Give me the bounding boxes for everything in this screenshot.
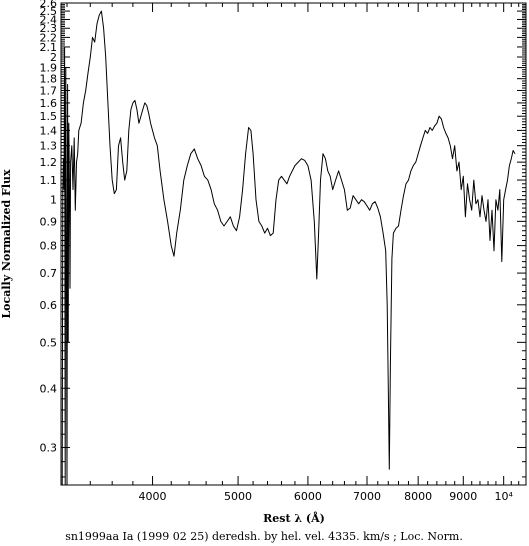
y-tick-label: 0.6 bbox=[40, 299, 58, 312]
y-tick-label: 1.1 bbox=[40, 174, 58, 187]
y-tick-label: 1.4 bbox=[40, 124, 58, 137]
y-tick-label: 1.8 bbox=[40, 73, 58, 86]
x-axis-label: Rest λ (Å) bbox=[263, 511, 325, 525]
y-tick-label: 0.3 bbox=[40, 441, 58, 454]
x-tick-label: 9000 bbox=[449, 490, 477, 503]
y-tick-label: 0.4 bbox=[40, 382, 58, 395]
x-tick-label: 10⁴ bbox=[494, 490, 513, 503]
y-tick-label: 2.6 bbox=[40, 0, 58, 10]
y-tick-label: 0.9 bbox=[40, 215, 58, 228]
y-tick-label: 0.5 bbox=[40, 336, 58, 349]
x-tick-label: 5000 bbox=[224, 490, 252, 503]
y-tick-label: 2.2 bbox=[40, 31, 58, 44]
y-tick-label: 1 bbox=[50, 194, 57, 207]
x-tick-label: 7000 bbox=[353, 490, 381, 503]
y-tick-label: 2.3 bbox=[40, 22, 58, 35]
y-tick-label: 2.4 bbox=[40, 13, 58, 26]
y-tick-label: 2.5 bbox=[40, 5, 58, 18]
x-tick-label: 6000 bbox=[294, 490, 322, 503]
series-layer bbox=[61, 10, 516, 486]
y-tick-label: 1.7 bbox=[40, 84, 58, 97]
y-tick-label: 0.7 bbox=[40, 267, 58, 280]
y-tick-label: 1.2 bbox=[40, 156, 58, 169]
x-tick-label: 8000 bbox=[404, 490, 432, 503]
y-tick-label: 1.6 bbox=[40, 97, 58, 110]
spectrum-line bbox=[61, 10, 516, 486]
y-tick-label: 1.3 bbox=[40, 140, 58, 153]
chart-caption: sn1999aa Ia (1999 02 25) deredsh. by hel… bbox=[65, 530, 463, 543]
y-tick-label: 1.9 bbox=[40, 62, 58, 75]
y-tick-label: 0.8 bbox=[40, 240, 58, 253]
y-axis-label: Locally Normalized Flux bbox=[0, 169, 13, 319]
y-tick-label: 2.1 bbox=[40, 41, 58, 54]
plot-frame bbox=[60, 2, 527, 486]
axis-ticks: 0.3 0.4 0.5 0.6 0.7 0.8 0.9 1 1.1 1.2 1.3 1.41.51.6… bbox=[40, 0, 527, 503]
y-tick-label: 1.5 bbox=[40, 110, 58, 123]
x-tick-label: 4000 bbox=[139, 490, 167, 503]
y-tick-label: 2 bbox=[50, 51, 57, 64]
